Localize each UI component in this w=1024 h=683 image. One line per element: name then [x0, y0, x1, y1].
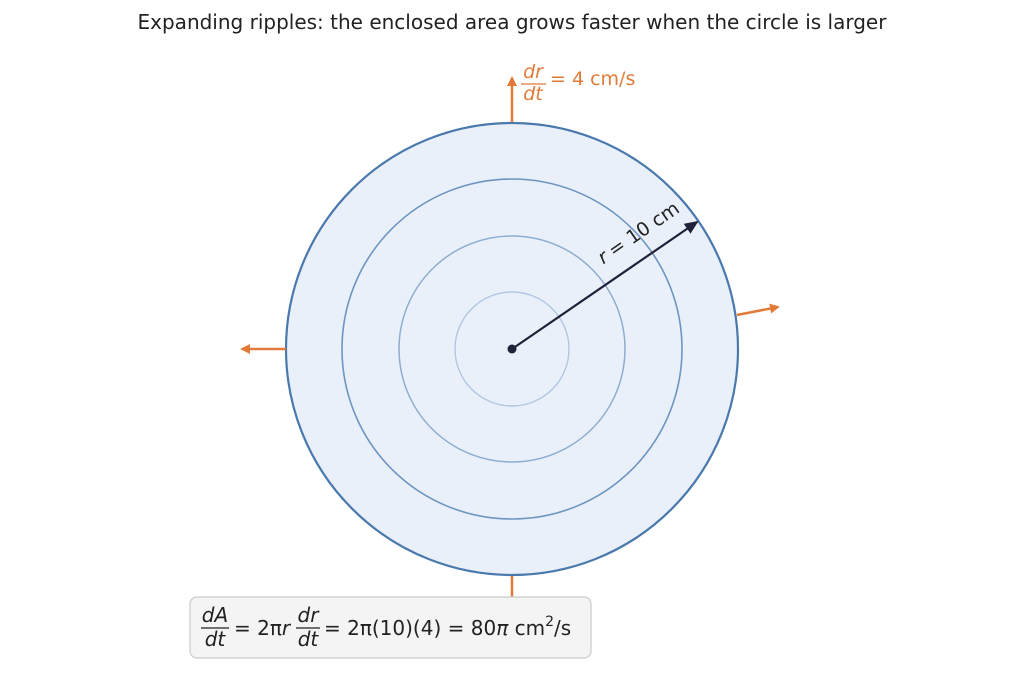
formula-var: r — [282, 616, 292, 640]
rate-text: = 4 cm/s — [550, 68, 635, 90]
rhs-numerator: dr — [298, 603, 321, 627]
formula-part: = 2πr — [234, 616, 292, 640]
formula-part: /s — [554, 616, 571, 640]
rate-numerator: dr — [523, 61, 544, 83]
formula-box — [189, 596, 592, 659]
ripple — [454, 291, 570, 407]
formula-part: = 2π(10)(4) = 80π cm2/s — [324, 614, 571, 640]
formula-exponent: 2 — [545, 614, 554, 630]
center-dot — [507, 344, 517, 354]
rate-denominator: dt — [523, 83, 544, 105]
ripple — [341, 178, 683, 520]
title: Expanding ripples: the enclosed area gro… — [138, 10, 888, 34]
rhs-denominator: dt — [298, 627, 320, 651]
formula-var: π — [496, 616, 509, 640]
formula-part: = 2π(10)(4) = 80 — [324, 616, 496, 640]
formula-part: = 2π — [234, 616, 282, 640]
growth-arrow — [736, 303, 780, 317]
formula: dA dt = 2πr dr dt = 2π(10)(4) = 80π cm2/… — [201, 603, 571, 651]
ripple — [398, 235, 626, 463]
lhs-denominator: dt — [205, 627, 227, 651]
radius-arrow — [511, 220, 699, 350]
lhs-numerator: dA — [202, 603, 228, 627]
formula-part: cm — [508, 616, 545, 640]
rate-label: dr dt = 4 cm/s — [521, 61, 635, 105]
